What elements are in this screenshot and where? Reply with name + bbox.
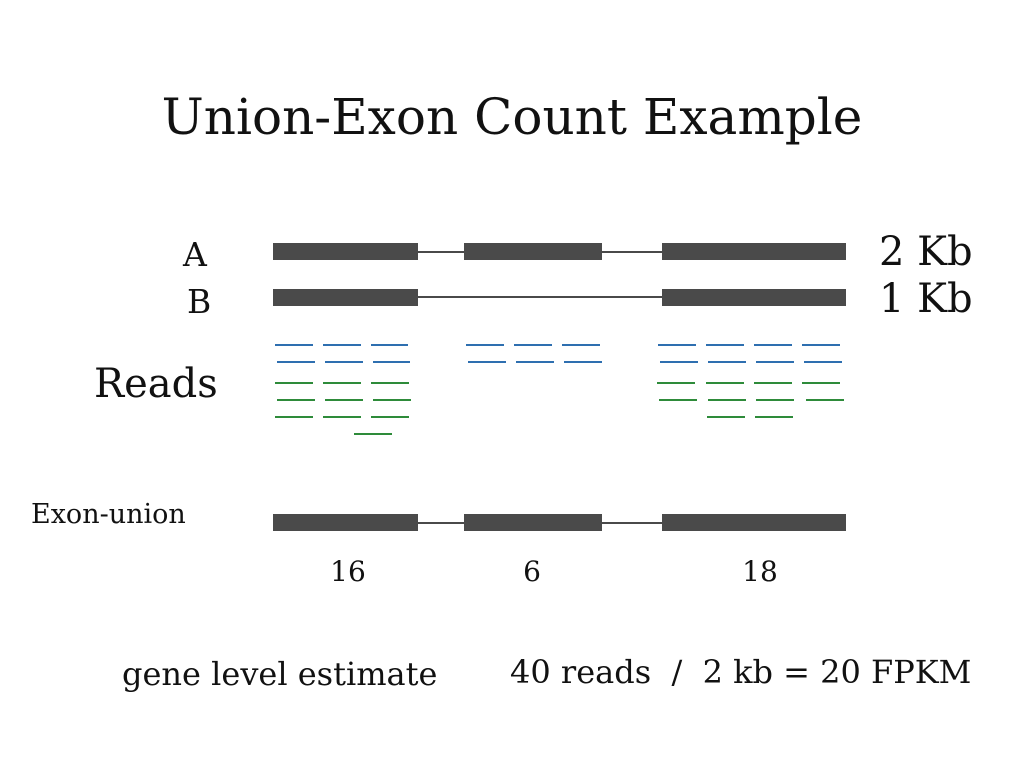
exon-3-count: 18 [742,555,778,588]
exon-block [662,243,846,260]
exon-block [464,243,602,260]
exon-block [273,514,418,531]
exon-block [662,289,846,306]
reads-label: Reads [94,361,218,407]
exon-block [273,289,418,306]
reads-blue-group [275,344,842,363]
isoform-a-size: 2 Kb [879,229,973,275]
isoform-b-track [273,289,846,306]
exon-block [464,514,602,531]
isoform-a-track [273,243,846,260]
exon-union-track [273,514,846,531]
reads-green-group [275,382,844,435]
exon-1-count: 16 [330,555,366,588]
exon-block [273,243,418,260]
isoform-b-label: B [187,282,212,321]
fpkm-formula: 40 reads / 2 kb = 20 FPKM [510,653,972,691]
gene-level-estimate-label: gene level estimate [122,655,438,693]
exon-union-label: Exon-union [31,499,186,530]
exon-block [662,514,846,531]
exon-2-count: 6 [523,555,541,588]
slide-title: Union-Exon Count Example [161,88,863,146]
isoform-b-size: 1 Kb [879,276,973,322]
isoform-a-label: A [183,235,207,274]
